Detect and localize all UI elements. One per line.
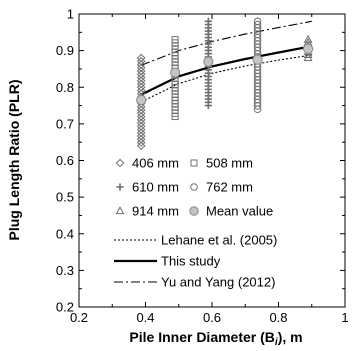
fit-lines xyxy=(140,20,313,103)
y-axis-title: Plug Length Ratio (PLR) xyxy=(6,80,22,241)
legend-marker-diamond xyxy=(115,158,125,168)
y-tick-label: 0.8 xyxy=(56,80,74,95)
legend-line-label: This study xyxy=(161,254,221,269)
data-markers xyxy=(136,17,313,151)
x-axis-title: Pile Inner Diameter (Bi), m xyxy=(129,329,302,348)
y-tick-label: 0.6 xyxy=(56,153,74,168)
legend-marker-square xyxy=(190,159,198,167)
line-dotted xyxy=(140,54,312,103)
legend-marker-circle xyxy=(190,183,198,191)
legend-label: 610 mm xyxy=(132,180,179,195)
mean-value-marker xyxy=(302,43,314,54)
data-point-diamond xyxy=(136,138,146,147)
legend-label: 406 mm xyxy=(132,156,179,171)
data-point-triangle xyxy=(303,53,313,62)
y-tick-label: 1 xyxy=(67,7,74,22)
y-tick-label: 0.2 xyxy=(56,300,74,315)
x-tick-label: 0.6 xyxy=(203,310,221,325)
legend-label: Mean value xyxy=(206,204,273,219)
x-tick-label: 1 xyxy=(341,310,348,325)
mean-markers xyxy=(136,43,314,106)
data-point-diamond xyxy=(136,141,146,151)
mean-value-marker xyxy=(203,56,214,67)
legend-marker-triangle xyxy=(115,206,125,215)
tick-labels: 0.2 0.4 0.6 0.8 1 0.2 0.3 0.4 0.5 0.6 0.7 0.8 0.9 1 xyxy=(56,7,349,326)
x-tick-label: 0.4 xyxy=(136,310,154,325)
x-tick-label: 0.2 xyxy=(70,310,88,325)
line-solid xyxy=(140,45,313,96)
legend-label: 914 mm xyxy=(132,204,179,219)
data-point-circle xyxy=(253,105,262,114)
mean-value-marker xyxy=(169,67,181,78)
y-tick-label: 0.3 xyxy=(56,263,74,278)
line-dashdot xyxy=(140,20,312,66)
legend-label: 762 mm xyxy=(206,180,253,195)
y-tick-label: 0.7 xyxy=(56,116,74,131)
axis-ticks xyxy=(78,13,346,308)
y-tick-label: 0.4 xyxy=(56,226,74,241)
legend-marker-plus xyxy=(116,183,124,191)
y-tick-label: 0.9 xyxy=(56,43,74,58)
legend: 406 mm 508 mm 610 mm 762 mm 914 mm Mean value… xyxy=(114,156,277,290)
data-point-circle xyxy=(253,102,262,110)
data-point-square xyxy=(171,113,179,121)
y-tick-label: 0.5 xyxy=(56,190,74,205)
legend-line-label: Lehane et al. (2005) xyxy=(161,233,277,248)
data-point-triangle xyxy=(303,50,313,58)
mean-value-marker xyxy=(252,54,263,65)
legend-marker-mean xyxy=(189,206,199,216)
legend-line-label: Yu and Yang (2012) xyxy=(161,275,275,290)
data-point-plus xyxy=(204,101,212,110)
mean-value-marker xyxy=(136,94,147,106)
x-tick-label: 0.8 xyxy=(269,310,287,325)
legend-label: 508 mm xyxy=(206,156,253,171)
